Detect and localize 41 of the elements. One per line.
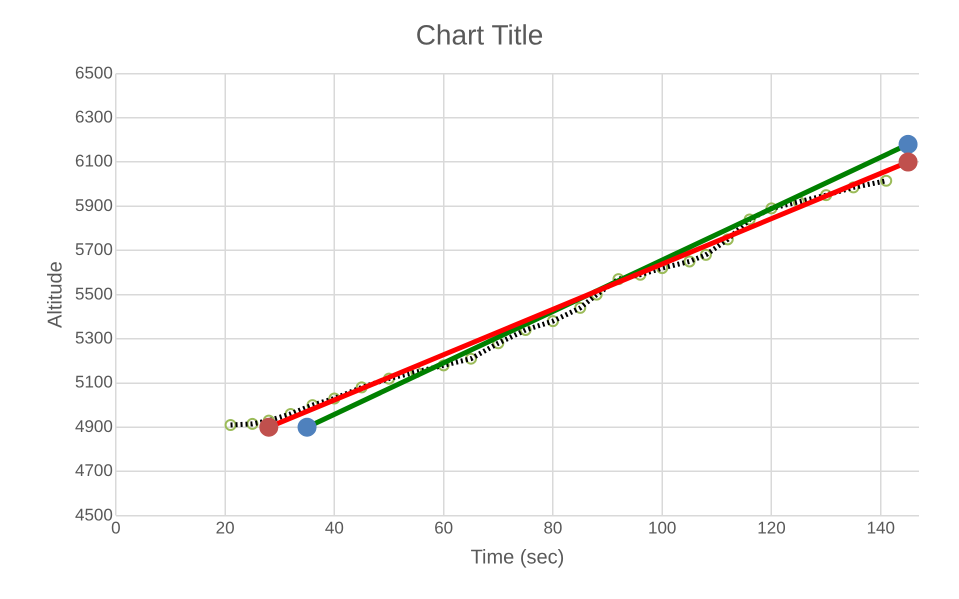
point — [259, 418, 278, 437]
y-axis-title: Altitude — [44, 261, 67, 328]
x-tick-label: 100 — [648, 518, 676, 538]
y-tick-label: 6100 — [74, 152, 113, 171]
point — [546, 315, 559, 328]
point — [700, 248, 712, 261]
point — [722, 233, 734, 246]
point — [298, 418, 317, 437]
y-tick-label: 5500 — [74, 284, 113, 304]
x-axis-title: Time (sec) — [470, 546, 564, 569]
y-tick-label: 4500 — [74, 505, 113, 524]
x-tick-label: 40 — [324, 518, 344, 538]
point — [224, 418, 237, 431]
point — [438, 359, 450, 372]
point — [880, 174, 892, 187]
point — [356, 381, 368, 394]
y-tick-label: 6300 — [74, 107, 113, 126]
y-tick-label: 5700 — [74, 240, 113, 260]
chart-title: Chart Title — [416, 20, 544, 51]
point — [898, 134, 918, 154]
point — [898, 152, 918, 172]
x-tick-label: 120 — [757, 518, 786, 538]
y-tick-label: 5900 — [74, 196, 113, 215]
x-tick-label: 60 — [434, 518, 454, 538]
y-tick-label: 5300 — [74, 328, 113, 348]
point — [744, 213, 756, 226]
point — [246, 418, 258, 430]
y-tick-label: 5100 — [74, 372, 113, 392]
y-tick-label: 4900 — [74, 416, 113, 436]
x-tick-label: 20 — [216, 518, 235, 538]
point — [820, 189, 832, 202]
point — [684, 255, 696, 268]
y-tick-label: 4700 — [74, 461, 113, 480]
x-tick-label: 0 — [111, 518, 121, 538]
y-tick-label: 6500 — [74, 63, 113, 82]
point — [765, 202, 778, 214]
x-tick-label: 140 — [866, 518, 895, 538]
x-tick-label: 80 — [543, 518, 562, 538]
point — [464, 352, 477, 365]
point — [328, 392, 340, 404]
point — [574, 302, 586, 314]
